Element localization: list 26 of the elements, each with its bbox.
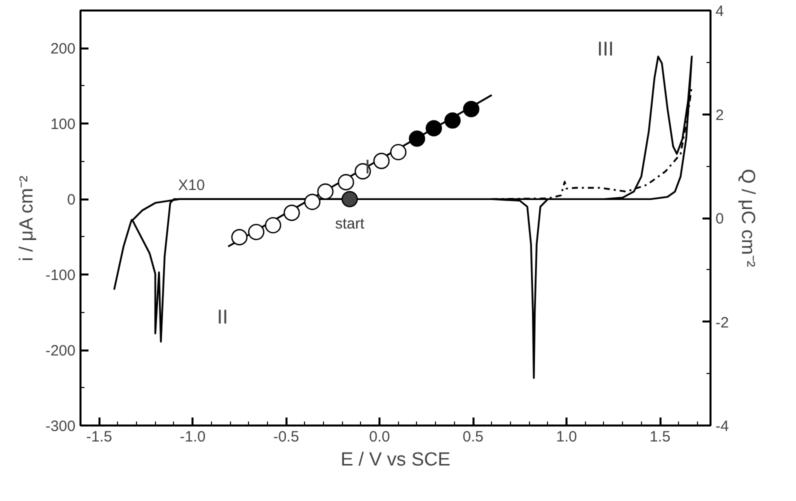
x-tick-label: -1.0 [180,428,206,446]
x-tick-label: 1.5 [650,428,670,446]
y-tick-label: -200 [45,342,76,360]
x-tick-label: -0.5 [273,428,300,446]
x-axis-title: E / V vs SCE [340,450,450,470]
annotation: I [364,156,370,178]
y-tick-label: -100 [45,267,76,284]
annotation: III [597,38,614,60]
y-axis-title: i / μA cm⁻² [16,176,38,262]
y2-tick-label: 0 [716,210,724,228]
y2-tick-label: 2 [716,106,724,124]
y2-tick-label: 4 [716,3,724,20]
x-tick-label: 0.0 [369,428,390,446]
y-tick-label: -300 [45,418,76,435]
y-tick-label: 0 [67,192,76,209]
y-tick-label: 200 [50,40,76,58]
x-tick-label: 1.0 [556,428,577,446]
y2-axis-title: Q / μC cm⁻² [736,168,758,268]
y-tick-label: 100 [50,116,76,134]
y2-tick-label: -4 [716,418,729,435]
x-tick-label: 0.5 [462,428,484,446]
y2-tick-label: -2 [716,314,729,332]
annotation: II [216,306,228,328]
x-tick-label: -1.5 [86,428,112,446]
annotation: X10 [178,177,205,194]
series-label: start [335,216,366,233]
